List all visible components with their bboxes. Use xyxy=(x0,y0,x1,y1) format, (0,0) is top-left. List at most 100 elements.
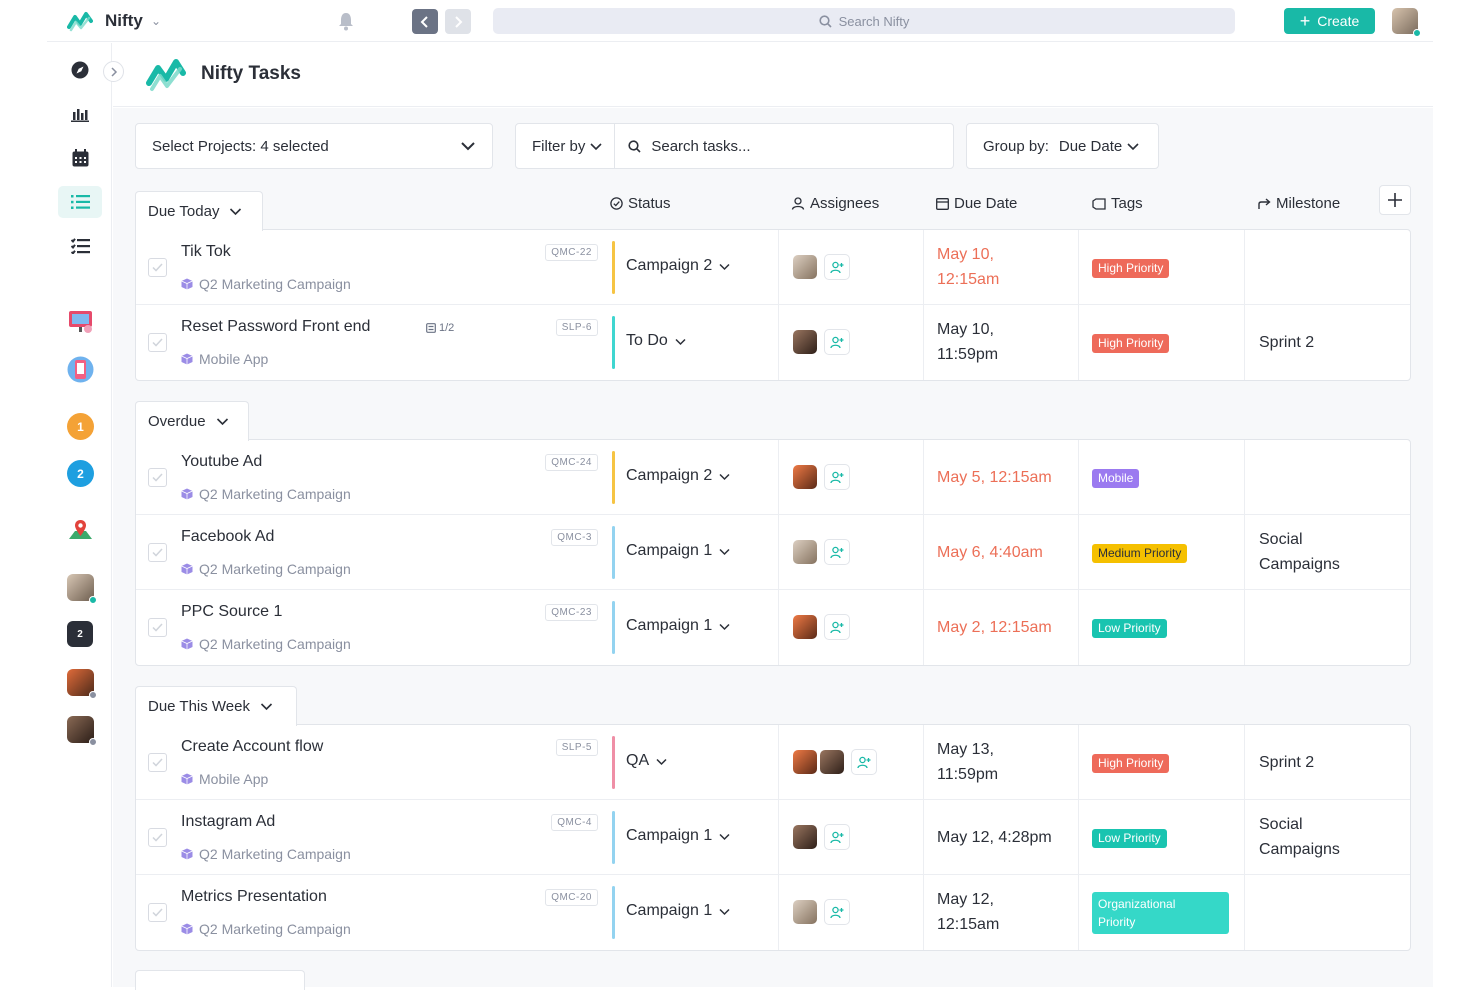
milestone[interactable]: Sprint 2 xyxy=(1259,334,1315,351)
task-checkbox[interactable] xyxy=(148,543,167,562)
task-checkbox[interactable] xyxy=(148,903,167,922)
due-date[interactable]: May 13, 11:59pm xyxy=(937,741,999,783)
milestone[interactable]: Social Campaigns xyxy=(1259,816,1340,858)
status-dropdown[interactable]: Campaign 2 xyxy=(626,257,730,275)
due-date[interactable]: May 12, 4:28pm xyxy=(937,829,1052,846)
assignee-avatar[interactable] xyxy=(793,330,817,354)
tag-badge[interactable]: High Priority xyxy=(1092,754,1170,773)
assignee-avatar[interactable] xyxy=(793,825,817,849)
tag-badge[interactable]: Mobile xyxy=(1092,469,1140,488)
sidebar-item-reports[interactable] xyxy=(58,98,102,130)
task-code[interactable]: SLP-6 xyxy=(555,319,598,336)
sidebar-member-avatar[interactable] xyxy=(67,669,97,699)
sidebar-project-mobile[interactable] xyxy=(67,356,94,383)
milestone[interactable]: Social Campaigns xyxy=(1259,531,1340,573)
chevron-down-icon[interactable]: ⌄ xyxy=(151,14,162,28)
sidebar-member-avatar[interactable] xyxy=(67,716,97,746)
status-dropdown[interactable]: Campaign 1 xyxy=(626,902,730,920)
tag-badge[interactable]: Low Priority xyxy=(1092,829,1167,848)
sidebar-project-presentation[interactable] xyxy=(67,308,94,335)
group-by-dropdown[interactable]: Group by: Due Date xyxy=(966,123,1159,169)
task-name[interactable]: Instagram Ad xyxy=(181,813,276,830)
due-date[interactable]: May 10, 11:59pm xyxy=(937,321,999,363)
column-header-tags[interactable]: Tags xyxy=(1092,195,1143,212)
tag-badge[interactable]: Medium Priority xyxy=(1092,544,1188,563)
task-name[interactable]: Tik Tok xyxy=(181,243,231,260)
task-project[interactable]: Q2 Marketing Campaign xyxy=(181,921,351,937)
task-code[interactable]: QMC-24 xyxy=(545,454,598,471)
column-header-assignees[interactable]: Assignees xyxy=(791,195,879,212)
task-name[interactable]: Youtube Ad xyxy=(181,453,263,470)
app-name[interactable]: Nifty xyxy=(105,11,143,30)
column-header-milestone[interactable]: Milestone xyxy=(1258,195,1340,212)
task-project[interactable]: Q2 Marketing Campaign xyxy=(181,486,351,502)
add-assignee-button[interactable] xyxy=(824,254,850,280)
sidebar-item-tasks[interactable] xyxy=(58,186,102,218)
status-dropdown[interactable]: Campaign 1 xyxy=(626,617,730,635)
task-row[interactable]: Facebook Ad Q2 Marketing Campaign QMC-3 Cam… xyxy=(136,515,1410,590)
status-dropdown[interactable]: Campaign 1 xyxy=(626,542,730,560)
add-assignee-button[interactable] xyxy=(824,329,850,355)
sidebar-member-avatar[interactable] xyxy=(67,574,97,604)
tag-badge[interactable]: Low Priority xyxy=(1092,619,1167,638)
task-code[interactable]: QMC-3 xyxy=(551,529,598,546)
sidebar-item-checklist[interactable] xyxy=(58,230,102,262)
sidebar-project-2[interactable]: 2 xyxy=(67,460,94,487)
task-code[interactable]: QMC-22 xyxy=(545,244,598,261)
task-checkbox[interactable] xyxy=(148,618,167,637)
task-name[interactable]: Reset Password Front end xyxy=(181,318,371,335)
add-assignee-button[interactable] xyxy=(851,749,877,775)
task-project[interactable]: Q2 Marketing Campaign xyxy=(181,846,351,862)
task-checkbox[interactable] xyxy=(148,468,167,487)
status-dropdown[interactable]: Campaign 2 xyxy=(626,467,730,485)
group-header-tab[interactable]: Overdue xyxy=(135,401,249,441)
sidebar-project-map[interactable] xyxy=(67,517,94,544)
assignee-avatar[interactable] xyxy=(793,540,817,564)
status-dropdown[interactable]: Campaign 1 xyxy=(626,827,730,845)
project-selector[interactable]: Select Projects: 4 selected xyxy=(135,123,493,169)
task-checkbox[interactable] xyxy=(148,753,167,772)
assignee-avatar[interactable] xyxy=(793,255,817,279)
task-row[interactable]: Metrics Presentation Q2 Marketing Campaig… xyxy=(136,875,1410,950)
milestone[interactable]: Sprint 2 xyxy=(1259,754,1315,771)
add-assignee-button[interactable] xyxy=(824,539,850,565)
task-checkbox[interactable] xyxy=(148,258,167,277)
back-button[interactable] xyxy=(412,9,438,34)
notification-bell-icon[interactable] xyxy=(337,11,355,31)
user-avatar[interactable] xyxy=(1392,8,1421,37)
expand-sidebar-button[interactable] xyxy=(103,61,124,82)
due-date[interactable]: May 12, 12:15am xyxy=(937,891,1000,933)
task-project[interactable]: Mobile App xyxy=(181,771,268,787)
due-date[interactable]: May 6, 4:40am xyxy=(937,544,1043,561)
tag-badge[interactable]: Organizational Priority xyxy=(1092,892,1229,934)
status-dropdown[interactable]: To Do xyxy=(626,332,686,350)
filter-by-dropdown[interactable]: Filter by xyxy=(516,124,616,168)
tag-badge[interactable]: High Priority xyxy=(1092,259,1170,278)
add-assignee-button[interactable] xyxy=(824,824,850,850)
next-group-tab[interactable] xyxy=(135,970,305,990)
task-project[interactable]: Q2 Marketing Campaign xyxy=(181,636,351,652)
add-assignee-button[interactable] xyxy=(824,614,850,640)
task-name[interactable]: Metrics Presentation xyxy=(181,888,327,905)
subtask-count[interactable]: 1/2 xyxy=(426,322,454,334)
task-code[interactable]: QMC-20 xyxy=(545,889,598,906)
column-header-due-date[interactable]: Due Date xyxy=(936,195,1017,212)
task-project[interactable]: Q2 Marketing Campaign xyxy=(181,561,351,577)
task-code[interactable]: SLP-5 xyxy=(555,739,598,756)
tag-badge[interactable]: High Priority xyxy=(1092,334,1170,353)
group-header-tab[interactable]: Due This Week xyxy=(135,686,297,726)
sidebar-project-1[interactable]: 1 xyxy=(67,413,94,440)
assignee-avatar[interactable] xyxy=(793,900,817,924)
assignee-avatar[interactable] xyxy=(793,615,817,639)
task-name[interactable]: PPC Source 1 xyxy=(181,603,283,620)
task-code[interactable]: QMC-23 xyxy=(545,604,598,621)
due-date[interactable]: May 5, 12:15am xyxy=(937,469,1052,486)
assignee-avatar[interactable] xyxy=(820,750,844,774)
group-header-tab[interactable]: Due Today xyxy=(135,191,263,231)
task-project[interactable]: Mobile App xyxy=(181,351,268,367)
add-column-button[interactable] xyxy=(1379,185,1411,215)
task-row[interactable]: PPC Source 1 Q2 Marketing Campaign QMC-23 C… xyxy=(136,590,1410,665)
task-row[interactable]: Instagram Ad Q2 Marketing Campaign QMC-4 Ca… xyxy=(136,800,1410,875)
task-project[interactable]: Q2 Marketing Campaign xyxy=(181,276,351,292)
task-checkbox[interactable] xyxy=(148,828,167,847)
